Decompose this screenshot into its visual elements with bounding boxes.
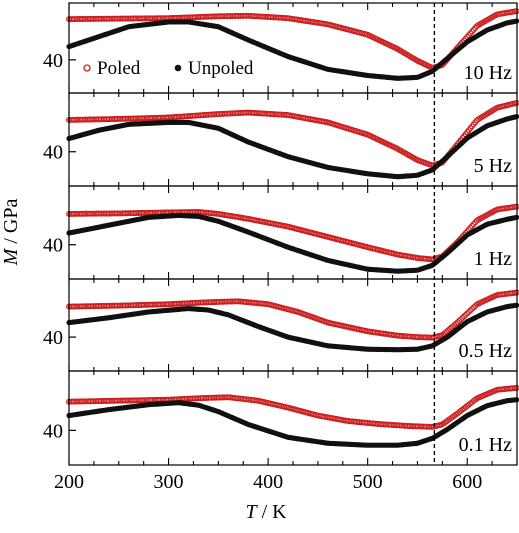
data-point	[457, 316, 464, 323]
legend-poled-label: Poled	[97, 58, 141, 79]
x-tick-label: 300	[154, 471, 184, 493]
series-unpoled-panel-3	[66, 302, 519, 353]
data-point	[467, 307, 474, 314]
series-poled-panel-3	[66, 289, 519, 341]
x-tick-label: 600	[452, 471, 482, 493]
legend-unpoled-label: Unpoled	[188, 58, 254, 79]
panel-frame	[68, 278, 518, 372]
panel-4: 40 0.1 Hz	[43, 370, 519, 466]
data-point	[465, 308, 472, 315]
panel-frame	[68, 185, 518, 280]
frequency-label: 1 Hz	[474, 248, 512, 270]
data-point	[459, 314, 466, 321]
y-tick-label: 40	[43, 420, 63, 442]
y-tick-label: 40	[43, 327, 63, 349]
data-point	[454, 319, 461, 326]
x-axis-label-symbol: T	[245, 501, 258, 523]
frequency-label: 0.5 Hz	[459, 340, 512, 362]
legend-poled-marker	[83, 64, 91, 72]
panel-3: 40 0.5 Hz	[43, 278, 519, 372]
series-unpoled-panel-2	[66, 212, 519, 274]
legend-unpoled-marker	[174, 64, 182, 72]
panel-frame	[68, 92, 518, 187]
series-unpoled-panel-0	[66, 18, 519, 81]
legend: Poled Unpoled	[83, 58, 254, 79]
series-unpoled-panel-4	[66, 397, 519, 448]
series-poled-panel-0	[66, 8, 519, 71]
y-axis-label-symbol: M	[0, 247, 22, 266]
data-point	[461, 313, 467, 320]
y-tick-label: 40	[43, 142, 63, 164]
x-tick-labels: 200 300 400 500 600	[54, 471, 482, 493]
x-tick-label: 200	[54, 471, 84, 493]
data-point	[470, 304, 477, 311]
x-axis-label: T / K	[245, 501, 287, 523]
series-poled-panel-4	[66, 384, 519, 430]
panel-1: 40 5 Hz	[43, 92, 519, 187]
panels: 40 10 Hz 40 5 Hz 40 1 Hz 40 0.5 Hz 40 0.1 Hz	[43, 2, 519, 466]
frequency-label: 5 Hz	[474, 155, 512, 177]
y-axis-label-unit: / GPa	[0, 199, 22, 249]
y-tick-label: 40	[43, 235, 63, 257]
x-tick-label: 400	[253, 471, 283, 493]
panel-2: 40 1 Hz	[43, 185, 519, 280]
panel-0: 40 10 Hz	[43, 2, 519, 94]
data-point	[456, 317, 463, 324]
x-tick-label: 500	[353, 471, 383, 493]
data-point	[462, 311, 469, 318]
y-axis-label: M / GPa	[0, 199, 22, 267]
data-point	[464, 310, 471, 317]
series-unpoled-panel-1	[66, 113, 519, 180]
data-point	[469, 306, 475, 312]
series-poled-panel-2	[66, 203, 519, 263]
frequency-label: 0.1 Hz	[459, 434, 512, 456]
x-axis-label-unit: / K	[257, 501, 288, 523]
frequency-label: 10 Hz	[464, 62, 512, 84]
y-tick-label: 40	[43, 50, 63, 72]
data-point	[453, 320, 460, 327]
